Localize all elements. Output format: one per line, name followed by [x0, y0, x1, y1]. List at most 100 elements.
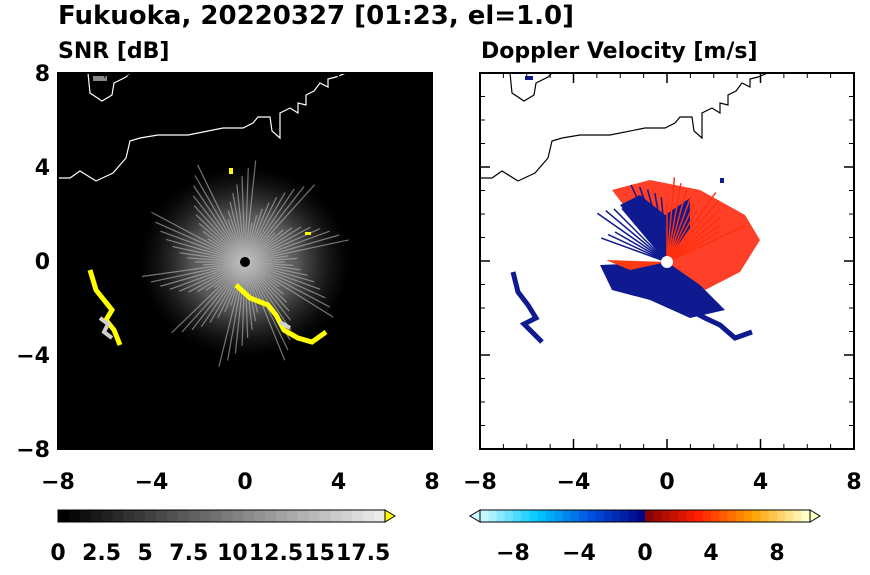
- colorbar-segment: [308, 510, 321, 522]
- colorbar-segment: [744, 510, 753, 522]
- snr-ray: [141, 261, 246, 278]
- snr-ray: [236, 184, 246, 263]
- doppler-ray: [605, 210, 668, 263]
- colorbar-tick-label: 8: [769, 541, 784, 566]
- colorbar-segment: [145, 510, 157, 522]
- y-tick-label: 0: [35, 250, 50, 275]
- colorbar-segment: [167, 510, 179, 522]
- x-tick-label: −8: [463, 470, 497, 495]
- colorbar-segment: [480, 510, 489, 522]
- snr-ray: [193, 185, 246, 263]
- snr-ray: [244, 261, 290, 312]
- colorbar-tick-label: 10: [217, 541, 248, 566]
- colorbar-segment: [719, 510, 728, 522]
- snr-ray: [244, 192, 286, 263]
- x-tick-label: 4: [753, 470, 768, 495]
- colorbar-segment: [79, 510, 92, 522]
- snr-ray: [244, 261, 259, 313]
- snr-ray: [193, 205, 246, 263]
- colorbar-segment: [210, 510, 222, 522]
- colorbar-segment: [513, 510, 522, 522]
- snr-ray: [160, 230, 246, 263]
- doppler-ray: [600, 237, 668, 263]
- colorbar-tick-label: 0: [50, 541, 65, 566]
- colorbar-segment: [537, 510, 547, 522]
- doppler-ray: [660, 197, 668, 263]
- snr-panel: −8 8 −4 4 0 0 4 −4 8 −8: [16, 62, 439, 495]
- snr-ray: [244, 261, 331, 308]
- snr-ray: [171, 261, 246, 334]
- colorbar-segment: [521, 510, 530, 522]
- coastline: [58, 73, 347, 182]
- coastline-main: [58, 73, 347, 182]
- doppler-clutter-west: [510, 271, 544, 344]
- snr-ray: [244, 227, 293, 263]
- colorbar-segment: [232, 510, 244, 522]
- colorbar-segment: [188, 510, 201, 522]
- colorbar-tick-label: 17.5: [336, 541, 390, 566]
- doppler-ray: [666, 191, 717, 263]
- doppler-receding-echo: [606, 260, 667, 270]
- colorbar-segment: [595, 510, 605, 522]
- doppler-ray: [666, 177, 676, 263]
- colorbar-segment: [177, 510, 190, 522]
- coastline: [480, 73, 769, 182]
- colorbar-tick-label: 5: [138, 541, 153, 566]
- snr-ray: [160, 261, 246, 287]
- colorbar-segment: [653, 510, 662, 522]
- y-tick-label: −4: [16, 344, 50, 369]
- snr-ray: [244, 257, 297, 263]
- doppler-ray: [621, 207, 668, 263]
- snr-ray: [244, 239, 349, 263]
- colorbar-segment: [496, 510, 506, 522]
- snr-ray: [244, 261, 315, 283]
- colorbar-segment: [686, 510, 695, 522]
- colorbar-tick-label: 0: [637, 541, 652, 566]
- colorbar-segment: [620, 510, 629, 522]
- snr-ray: [244, 261, 288, 303]
- snr-speck: [305, 232, 311, 235]
- colorbar-segment: [156, 510, 168, 522]
- snr-ray: [202, 230, 246, 263]
- colorbar-tick-label: −8: [496, 541, 530, 566]
- doppler-ray: [666, 202, 696, 263]
- snr-clutter-southeast-grey: [278, 320, 292, 330]
- doppler-speck: [720, 178, 724, 183]
- colorbar-segment: [58, 510, 70, 522]
- colorbar-segment: [199, 510, 212, 522]
- radar-site: [661, 256, 673, 268]
- doppler-ray: [666, 195, 692, 263]
- colorbar-extend-min: [469, 509, 481, 523]
- colorbar-segment: [123, 510, 135, 522]
- snr-ray: [244, 261, 334, 318]
- doppler-ray: [630, 184, 668, 263]
- colorbar-segment: [112, 510, 124, 522]
- snr-ray: [191, 261, 246, 331]
- snr-ray: [244, 261, 308, 276]
- snr-ray: [244, 208, 263, 263]
- doppler-axis-ticks: −8 −4 0 4 8: [463, 72, 862, 495]
- colorbar-segment: [793, 510, 803, 522]
- snr-ray: [241, 261, 246, 346]
- doppler-rays: [596, 177, 745, 263]
- snr-ray: [151, 211, 246, 263]
- snr-ray: [244, 261, 249, 338]
- colorbar-segment: [768, 510, 778, 522]
- snr-speck: [93, 76, 107, 81]
- doppler-ray: [666, 231, 720, 263]
- coastline-main: [480, 73, 769, 182]
- colorbar-segment: [735, 510, 745, 522]
- doppler-ray: [629, 208, 668, 263]
- doppler-ray: [666, 225, 745, 263]
- doppler-ray: [654, 192, 668, 263]
- snr-ray: [150, 261, 246, 283]
- snr-ray: [244, 261, 292, 321]
- colorbar-segment: [678, 510, 687, 522]
- snr-ray: [178, 261, 246, 292]
- snr-ray: [244, 230, 330, 263]
- snr-ray: [244, 185, 305, 263]
- snr-ray: [169, 261, 246, 290]
- snr-ray: [181, 261, 246, 333]
- snr-ray: [200, 261, 246, 328]
- colorbar-segment: [636, 510, 646, 522]
